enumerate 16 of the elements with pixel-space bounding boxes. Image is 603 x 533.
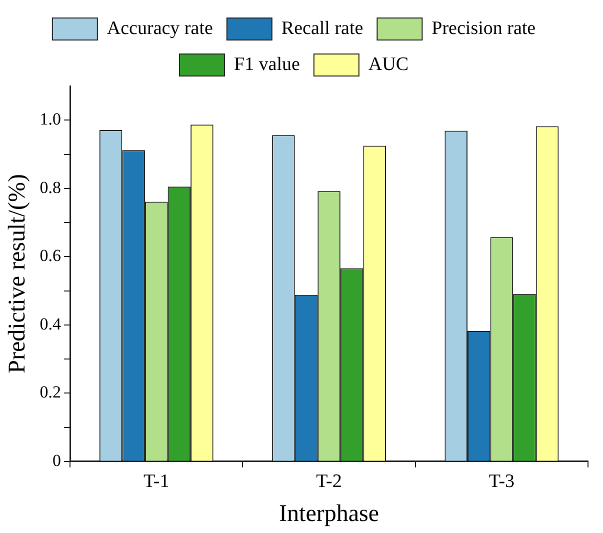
x-tick-label: T-1: [144, 470, 170, 492]
legend-label: F1 value: [234, 54, 300, 75]
legend-label: Recall rate: [281, 18, 364, 39]
y-tick-label: 0.2: [40, 382, 62, 402]
y-tick-label: 0: [52, 450, 62, 470]
x-tick-label: T-2: [316, 470, 342, 492]
y-tick-label: 0.4: [40, 314, 62, 334]
y-tick-label: 1.0: [40, 110, 62, 129]
legend-label: AUC: [368, 54, 409, 75]
x-axis-title: Interphase: [279, 500, 379, 527]
legend-label: Accuracy rate: [106, 18, 213, 39]
x-tick-label: T-3: [488, 470, 515, 492]
legend-label: Precision rate: [432, 18, 536, 39]
y-axis-title: Predictive result/(%): [4, 174, 31, 374]
y-tick-label: 0.6: [40, 246, 62, 266]
y-tick-label: 0.8: [40, 178, 62, 197]
